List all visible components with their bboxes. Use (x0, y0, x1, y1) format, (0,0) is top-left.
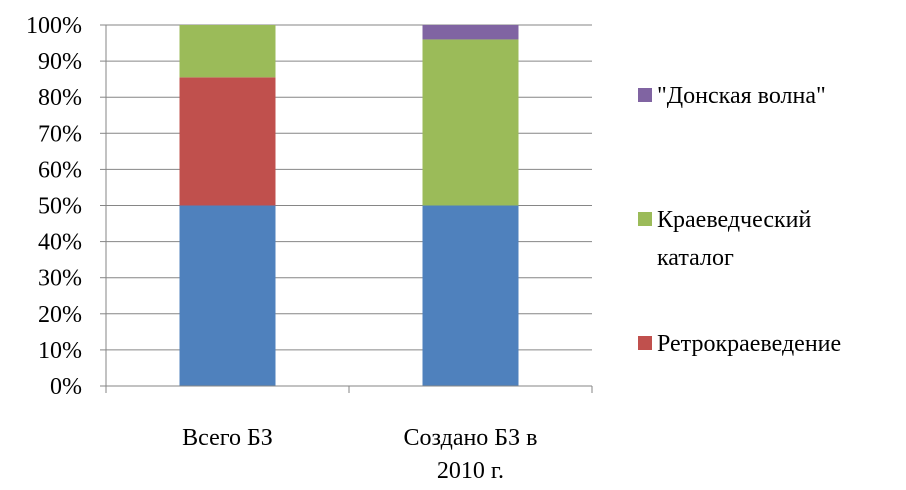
y-tick-label: 30% (38, 266, 82, 292)
bars (179, 25, 519, 386)
legend-label: каталог (657, 245, 734, 271)
bar-segment (422, 39, 519, 206)
legend: "Донская волна" Краеведческий каталог Ретро… (638, 83, 841, 357)
legend-label: "Донская волна" (657, 83, 826, 109)
bar-segment (422, 205, 519, 386)
y-tick-label: 90% (38, 49, 82, 75)
x-category-label: Всего БЗ (182, 425, 273, 451)
y-tick-label: 10% (38, 338, 82, 364)
legend-swatch (638, 336, 652, 350)
legend-swatch (638, 88, 652, 102)
gridlines (106, 24, 592, 351)
y-tick-label: 80% (38, 85, 82, 111)
bar-segment (422, 25, 519, 40)
x-category-label: 2010 г. (437, 458, 504, 484)
y-tick-label: 20% (38, 302, 82, 328)
bar-segment (179, 205, 276, 386)
y-tick-label: 50% (38, 194, 82, 220)
y-tick-labels: 0% 10% 20% 30% 40% 50% 60% 70% 80% 90% 100% (26, 13, 82, 400)
bar-segment (179, 77, 276, 206)
legend-label: Краеведческий (657, 207, 812, 233)
axes (100, 24, 593, 393)
legend-swatch (638, 212, 652, 226)
category-labels: Всего БЗ Создано БЗ в 2010 г. (182, 425, 537, 484)
y-tick-label: 40% (38, 230, 82, 256)
y-tick-label: 0% (50, 374, 82, 400)
y-tick-label: 70% (38, 121, 82, 147)
y-tick-label: 100% (26, 13, 82, 39)
x-category-label: Создано БЗ в (404, 425, 538, 451)
bar-segment (179, 25, 276, 78)
y-tick-label: 60% (38, 157, 82, 183)
legend-label: Ретрокраеведение (657, 331, 841, 357)
